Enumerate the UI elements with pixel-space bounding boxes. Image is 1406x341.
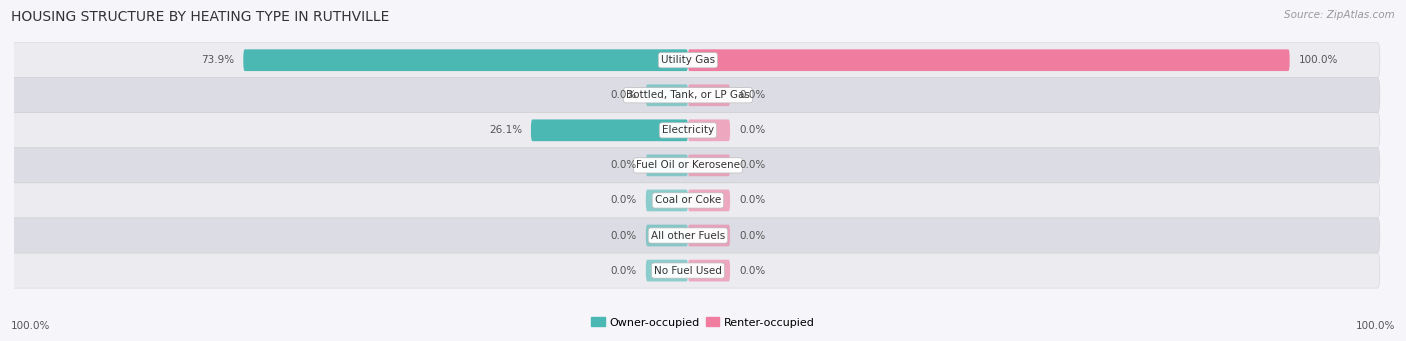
Text: Source: ZipAtlas.com: Source: ZipAtlas.com bbox=[1284, 10, 1395, 20]
Text: 0.0%: 0.0% bbox=[740, 90, 765, 100]
FancyBboxPatch shape bbox=[688, 84, 730, 106]
Text: Fuel Oil or Kerosene: Fuel Oil or Kerosene bbox=[636, 160, 740, 170]
Text: 0.0%: 0.0% bbox=[740, 195, 765, 205]
FancyBboxPatch shape bbox=[645, 225, 688, 247]
FancyBboxPatch shape bbox=[0, 78, 1379, 113]
Text: 0.0%: 0.0% bbox=[740, 125, 765, 135]
Text: 100.0%: 100.0% bbox=[11, 321, 51, 331]
FancyBboxPatch shape bbox=[0, 183, 1379, 218]
FancyBboxPatch shape bbox=[0, 148, 1379, 183]
FancyBboxPatch shape bbox=[645, 84, 688, 106]
Text: 0.0%: 0.0% bbox=[610, 160, 637, 170]
FancyBboxPatch shape bbox=[688, 225, 730, 247]
Text: Bottled, Tank, or LP Gas: Bottled, Tank, or LP Gas bbox=[626, 90, 749, 100]
Text: 26.1%: 26.1% bbox=[489, 125, 522, 135]
Text: HOUSING STRUCTURE BY HEATING TYPE IN RUTHVILLE: HOUSING STRUCTURE BY HEATING TYPE IN RUT… bbox=[11, 10, 389, 24]
Text: 0.0%: 0.0% bbox=[610, 266, 637, 276]
Text: Coal or Coke: Coal or Coke bbox=[655, 195, 721, 205]
Text: No Fuel Used: No Fuel Used bbox=[654, 266, 721, 276]
Text: 100.0%: 100.0% bbox=[1299, 55, 1339, 65]
FancyBboxPatch shape bbox=[688, 260, 730, 281]
FancyBboxPatch shape bbox=[688, 49, 1289, 71]
FancyBboxPatch shape bbox=[531, 119, 688, 141]
Text: 0.0%: 0.0% bbox=[610, 195, 637, 205]
Text: 0.0%: 0.0% bbox=[740, 231, 765, 240]
FancyBboxPatch shape bbox=[688, 154, 730, 176]
FancyBboxPatch shape bbox=[243, 49, 688, 71]
FancyBboxPatch shape bbox=[688, 119, 730, 141]
FancyBboxPatch shape bbox=[645, 190, 688, 211]
Legend: Owner-occupied, Renter-occupied: Owner-occupied, Renter-occupied bbox=[586, 313, 820, 332]
FancyBboxPatch shape bbox=[688, 190, 730, 211]
FancyBboxPatch shape bbox=[645, 260, 688, 281]
Text: Utility Gas: Utility Gas bbox=[661, 55, 716, 65]
FancyBboxPatch shape bbox=[0, 113, 1379, 148]
FancyBboxPatch shape bbox=[0, 218, 1379, 253]
FancyBboxPatch shape bbox=[0, 43, 1379, 78]
Text: 100.0%: 100.0% bbox=[1355, 321, 1395, 331]
Text: 73.9%: 73.9% bbox=[201, 55, 235, 65]
Text: 0.0%: 0.0% bbox=[740, 160, 765, 170]
Text: 0.0%: 0.0% bbox=[740, 266, 765, 276]
Text: 0.0%: 0.0% bbox=[610, 231, 637, 240]
FancyBboxPatch shape bbox=[0, 253, 1379, 288]
Text: Electricity: Electricity bbox=[662, 125, 714, 135]
Text: 0.0%: 0.0% bbox=[610, 90, 637, 100]
Text: All other Fuels: All other Fuels bbox=[651, 231, 725, 240]
FancyBboxPatch shape bbox=[645, 154, 688, 176]
